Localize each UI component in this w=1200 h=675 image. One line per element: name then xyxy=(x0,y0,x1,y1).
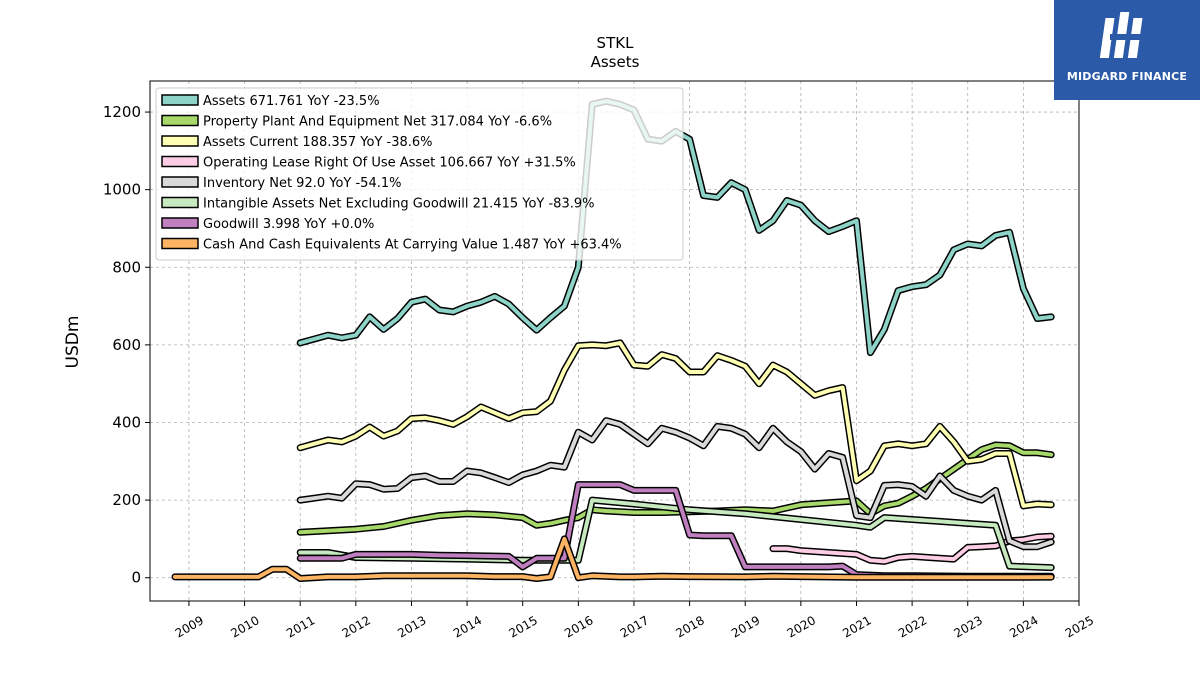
legend: Assets 671.761 YoY -23.5% Property Plant … xyxy=(155,87,684,261)
x-tick-label: 2012 xyxy=(340,613,373,640)
legend-label: Intangible Assets Net Excluding Goodwill… xyxy=(203,197,594,212)
x-tick-label: 2019 xyxy=(729,613,762,640)
y-tick-label: 800 xyxy=(112,258,141,276)
x-tick-label: 2009 xyxy=(173,613,206,640)
plot-frame xyxy=(149,80,1080,602)
x-tick-label: 2014 xyxy=(451,613,484,640)
series-line xyxy=(298,340,1054,508)
legend-label: Assets Current 188.357 YoY -38.6% xyxy=(203,135,433,150)
x-tick-label: 2015 xyxy=(506,613,539,640)
series-line xyxy=(298,498,1054,570)
x-tick-label: 2023 xyxy=(952,613,985,640)
legend-swatch xyxy=(161,94,199,106)
series-line xyxy=(298,482,1054,579)
series-goodwill xyxy=(296,481,1055,580)
series-line-outline xyxy=(296,417,1055,551)
legend-swatch xyxy=(161,196,199,209)
x-tick-label: 2010 xyxy=(228,613,261,640)
series-line-outline xyxy=(296,481,1055,580)
brand-name: MIDGARD FINANCE xyxy=(1066,70,1188,83)
legend-swatch xyxy=(161,114,199,127)
legend-label: Goodwill 3.998 YoY +0.0% xyxy=(203,217,374,232)
y-tick-label: 400 xyxy=(112,413,141,431)
series-inventory-net xyxy=(296,417,1055,551)
x-tick-label: 2020 xyxy=(785,613,818,640)
legend-swatch xyxy=(161,217,199,229)
legend-swatch xyxy=(161,155,199,168)
series-intangible-assets-net-excluding-goodwill xyxy=(296,496,1055,572)
y-tick-label: 1200 xyxy=(103,103,141,121)
y-tick-label: 200 xyxy=(112,491,141,509)
x-tick-label: 2024 xyxy=(1007,613,1040,640)
y-axis-label: USDm xyxy=(63,316,83,369)
y-tick-label: 1000 xyxy=(103,181,141,199)
x-tick-label: 2016 xyxy=(562,613,595,640)
legend-label: Property Plant And Equipment Net 317.084… xyxy=(203,115,552,130)
legend-swatch xyxy=(161,135,199,147)
chart-subtitle: Assets xyxy=(591,53,640,71)
brand-mark-icon xyxy=(1099,12,1146,58)
x-tick-label: 2022 xyxy=(896,613,929,640)
legend-box xyxy=(155,87,684,261)
chart-title: STKL xyxy=(597,34,635,52)
x-tick-label: 2021 xyxy=(840,613,873,640)
series-layer xyxy=(171,97,1055,582)
legend-swatch xyxy=(161,237,199,250)
series-assets-current xyxy=(296,339,1055,510)
x-tick-label: 2017 xyxy=(618,613,651,640)
legend-label: Assets 671.761 YoY -23.5% xyxy=(203,94,380,109)
legend-swatch xyxy=(161,176,199,188)
x-tick-label: 2011 xyxy=(284,613,317,640)
x-tick-label: 2025 xyxy=(1063,613,1096,640)
x-tick-label: 2018 xyxy=(673,613,706,640)
legend-label: Inventory Net 92.0 YoY -54.1% xyxy=(203,176,402,191)
x-ticks: 2009 2010 2011 2012 2013 2014 2015 2016 2017 2018… xyxy=(173,601,1096,641)
series-line xyxy=(173,536,1054,581)
x-tick-label: 2013 xyxy=(395,613,428,640)
brand-logo: MIDGARD FINANCE xyxy=(1054,0,1200,100)
series-cash-and-cash-equivalents-at-carrying-value xyxy=(171,535,1055,582)
series-line xyxy=(298,418,1054,549)
legend-label: Operating Lease Right Of Use Asset 106.6… xyxy=(203,156,576,171)
y-ticks: 0 200 400 600 800 1000 1200 xyxy=(103,103,150,587)
legend-label: Cash And Cash Equivalents At Carrying Va… xyxy=(203,238,622,253)
y-tick-label: 600 xyxy=(112,336,141,354)
y-tick-label: 0 xyxy=(131,569,141,587)
